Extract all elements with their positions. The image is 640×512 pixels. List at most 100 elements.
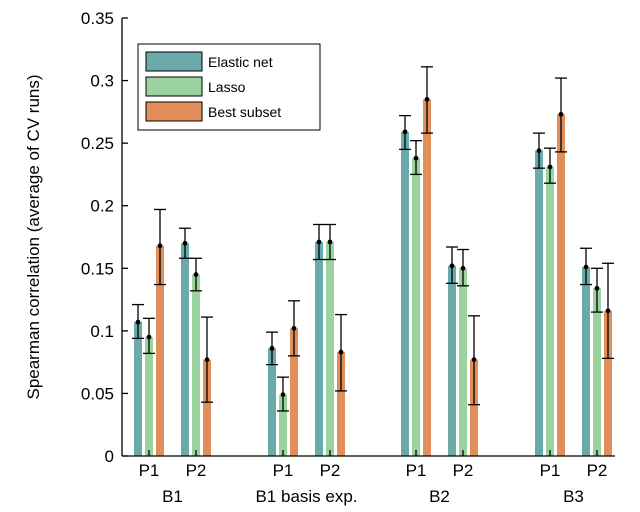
- error-bar-elastic-net-5: [446, 246, 458, 284]
- bar-lasso-3: [326, 242, 334, 456]
- data-point: [558, 111, 564, 117]
- bar-elastic-net-7: [582, 267, 590, 456]
- error-bar-lasso-0: [143, 317, 155, 355]
- bar-elastic-net-4: [401, 131, 409, 456]
- bar-best-subset-3: [337, 352, 345, 456]
- bar-elastic-net-3: [315, 242, 323, 456]
- error-bar-elastic-net-0: [132, 303, 144, 340]
- bar-best-subset-6: [557, 114, 565, 457]
- data-point: [536, 148, 542, 154]
- bar-best-subset-5: [470, 359, 478, 456]
- data-point: [316, 239, 322, 245]
- error-bar-best-subset-5: [468, 315, 480, 406]
- bar-elastic-net-5: [448, 265, 456, 456]
- legend-label: Best subset: [208, 104, 281, 120]
- error-bar-elastic-net-4: [399, 114, 411, 151]
- error-bar-lasso-2: [277, 376, 289, 412]
- error-bar-best-subset-2: [288, 300, 300, 357]
- error-bar-best-subset-0: [154, 208, 166, 286]
- x-tick-label: P1: [273, 461, 294, 480]
- data-point: [460, 265, 466, 271]
- bar-lasso-7: [593, 288, 601, 456]
- x-tick-label: P2: [587, 461, 608, 480]
- bar-lasso-6: [546, 166, 554, 457]
- data-point: [182, 240, 188, 246]
- data-point: [424, 96, 430, 102]
- y-tick-label: 0: [105, 447, 114, 466]
- y-tick-label: 0.3: [90, 72, 114, 91]
- data-point: [413, 155, 419, 161]
- axes-layer: 0 0.05 0.1 0.15 0.2 0.25 0.3 0.35 P1 P2 P1 P2 P1 P2 P1…: [81, 9, 615, 506]
- data-point: [338, 349, 344, 355]
- data-point: [269, 345, 275, 351]
- legend-label: Elastic net: [208, 54, 273, 70]
- bar-elastic-net-2: [268, 348, 276, 456]
- data-point: [146, 334, 152, 340]
- bar-lasso-1: [192, 274, 200, 456]
- bar-elastic-net-1: [181, 243, 189, 456]
- data-point: [135, 319, 141, 325]
- error-bar-lasso-5: [457, 248, 469, 287]
- group-label: B3: [563, 487, 584, 506]
- legend-swatch: [145, 101, 203, 122]
- y-tick-label: 0.05: [81, 384, 114, 403]
- bar-best-subset-0: [156, 245, 164, 456]
- error-bar-elastic-net-2: [266, 331, 278, 366]
- data-point: [402, 129, 408, 135]
- error-bar-elastic-net-6: [533, 132, 545, 169]
- data-point: [471, 357, 477, 363]
- legend: Elastic net Lasso Best subset: [137, 43, 321, 131]
- bar-best-subset-2: [290, 328, 298, 456]
- error-bar-lasso-1: [190, 257, 202, 292]
- error-bar-elastic-net-1: [179, 227, 191, 259]
- legend-item-lasso: Lasso: [145, 76, 246, 97]
- y-tick-label: 0.35: [81, 9, 114, 28]
- error-bar-lasso-6: [544, 147, 556, 184]
- bar-best-subset-7: [604, 310, 612, 456]
- data-point: [547, 164, 553, 170]
- bar-lasso-0: [145, 337, 153, 456]
- x-tick-label: P2: [320, 461, 341, 480]
- bar-elastic-net-6: [535, 150, 543, 456]
- error-bar-best-subset-6: [555, 77, 567, 153]
- y-axis-label: Spearman correlation (average of CV runs…: [24, 74, 43, 399]
- x-tick-label: P1: [540, 461, 561, 480]
- x-tick-label: P2: [453, 461, 474, 480]
- bars-layer: [134, 99, 612, 457]
- data-point: [583, 264, 589, 270]
- legend-swatch: [145, 51, 203, 72]
- error-bar-best-subset-3: [335, 313, 347, 392]
- y-tick-label: 0.1: [90, 322, 114, 341]
- data-point: [594, 285, 600, 291]
- data-point: [605, 308, 611, 314]
- bar-lasso-5: [459, 268, 467, 456]
- bar-lasso-2: [279, 394, 287, 456]
- error-bar-lasso-4: [410, 139, 422, 176]
- error-bar-best-subset-4: [421, 66, 433, 134]
- bar-best-subset-1: [203, 359, 211, 456]
- x-tick-label: P1: [139, 461, 160, 480]
- bar-best-subset-4: [423, 99, 431, 456]
- data-point: [193, 272, 199, 277]
- legend-swatch: [145, 76, 203, 97]
- legend-label: Lasso: [208, 79, 246, 95]
- group-label: B1 basis exp.: [255, 487, 357, 506]
- group-label: B2: [429, 487, 450, 506]
- data-point: [157, 243, 163, 249]
- error-bar-best-subset-7: [602, 262, 614, 360]
- error-bar-lasso-7: [591, 267, 603, 313]
- data-point: [291, 325, 297, 331]
- data-point: [449, 263, 455, 269]
- data-point: [280, 392, 286, 398]
- x-tick-label: P2: [186, 461, 207, 480]
- y-tick-label: 0.15: [81, 259, 114, 278]
- legend-item-best-subset: Best subset: [145, 101, 281, 122]
- group-label: B1: [162, 487, 183, 506]
- data-point: [204, 357, 210, 363]
- error-bars-layer: [132, 66, 614, 412]
- data-point: [327, 239, 333, 245]
- error-bar-elastic-net-7: [580, 247, 592, 286]
- bar-lasso-4: [412, 158, 420, 456]
- legend-item-elastic-net: Elastic net: [145, 51, 273, 72]
